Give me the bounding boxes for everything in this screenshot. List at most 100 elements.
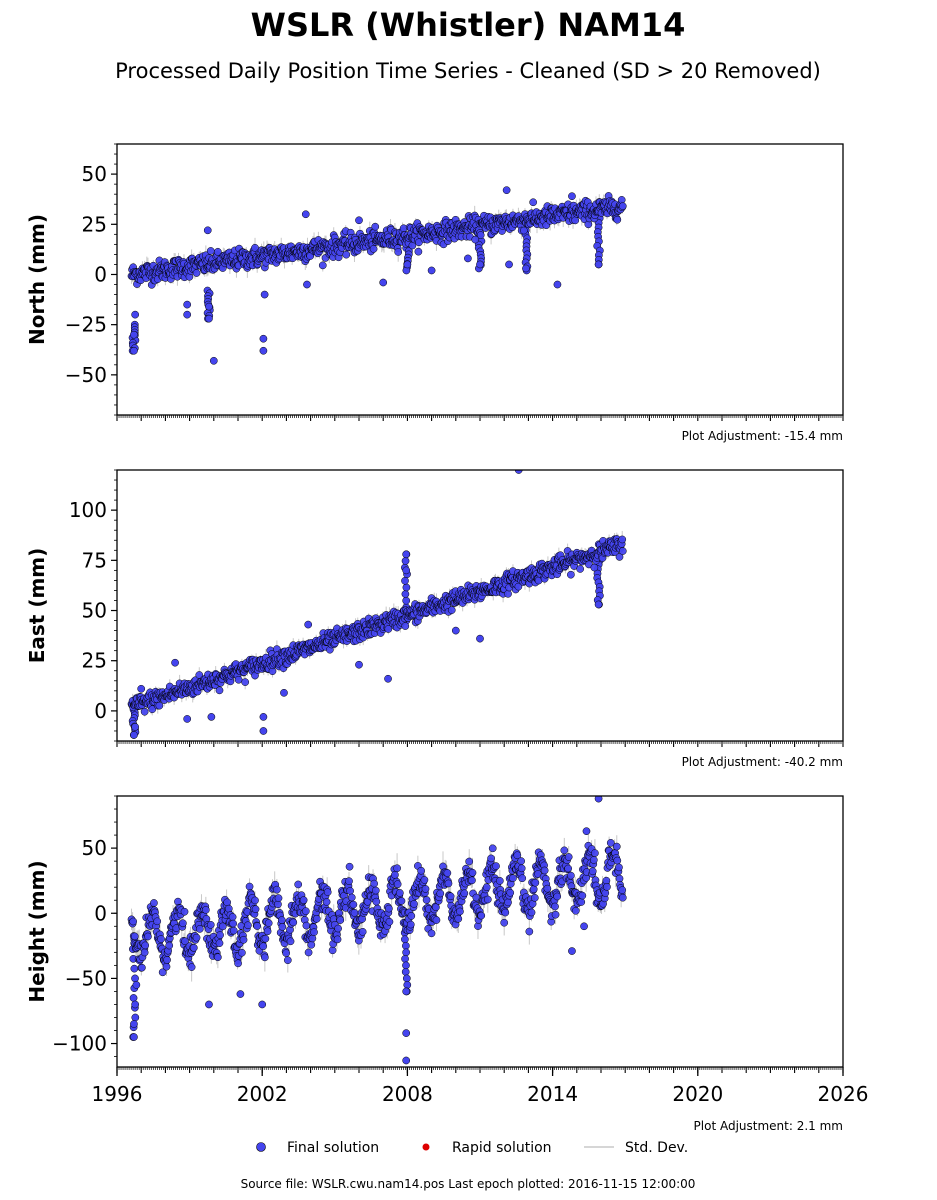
height-spike-point [402, 974, 411, 983]
east-outlier-point [304, 620, 313, 629]
height-data-point [417, 866, 425, 875]
east-data-point [590, 563, 599, 572]
height-data-point [551, 910, 560, 919]
north-data-point [471, 235, 480, 244]
north-data-point [192, 269, 201, 277]
north-ylabel: North (mm) [25, 214, 49, 345]
east-ytick-label: 0 [94, 699, 107, 723]
height-data-point [436, 889, 445, 898]
north-outlier-point [568, 192, 576, 201]
east-spike-point [402, 583, 411, 592]
height-data-point [531, 878, 540, 887]
height-data-point [245, 882, 254, 891]
east-outlier-point [259, 727, 268, 735]
east-outlier-point [384, 674, 392, 683]
height-data-point [282, 949, 291, 957]
height-data-point [283, 956, 292, 965]
height-data-point [588, 867, 597, 876]
north-outlier-point [594, 260, 603, 269]
height-data-point [294, 880, 303, 889]
height-data-point [223, 898, 231, 907]
height-data-point [509, 874, 517, 883]
north-plot-adjustment: Plot Adjustment: -15.4 mm [682, 429, 843, 443]
height-data-point [130, 932, 139, 941]
east-spike-point [401, 590, 410, 598]
height-data-point [391, 871, 399, 879]
height-data-point [273, 885, 281, 894]
north-outlier-point [303, 280, 311, 289]
north-outlier-point [131, 310, 139, 319]
east-outlier-point [402, 550, 411, 559]
north-outlier-point [427, 266, 436, 275]
height-data-point [259, 942, 268, 951]
north-outlier-point [183, 310, 192, 319]
north-data-point [318, 261, 327, 270]
height-data-point [372, 897, 381, 906]
height-data-point [263, 927, 272, 936]
height-data-point [564, 853, 573, 861]
height-data-point [195, 925, 204, 933]
height-data-point [393, 880, 402, 889]
north-data-point [414, 247, 423, 256]
height-data-point [540, 866, 549, 875]
height-data-point [138, 963, 146, 972]
height-data-point [495, 877, 504, 885]
east-spike-point [401, 576, 409, 585]
height-data-point [179, 919, 187, 928]
height-data-point [482, 883, 491, 892]
height-data-point [465, 857, 474, 866]
height-data-point [277, 916, 286, 925]
north-outlier-point [205, 302, 213, 311]
height-data-point [346, 887, 354, 895]
north-outlier-point [301, 210, 310, 219]
height-data-point [218, 922, 227, 931]
height-spike-point [401, 955, 409, 963]
height-data-point [307, 940, 316, 949]
height-data-point [334, 924, 342, 933]
height-spike-point [130, 964, 139, 973]
east-data-point [241, 678, 250, 686]
height-data-point [571, 906, 580, 915]
height-data-point [410, 900, 418, 908]
east-data-point [504, 589, 512, 598]
north-ytick-label: 50 [82, 162, 107, 186]
height-spike-point [403, 981, 412, 989]
height-data-point [239, 935, 248, 944]
east-data-point [140, 707, 149, 716]
height-data-point [299, 896, 308, 904]
height-data-point [144, 932, 152, 941]
height-data-point [189, 943, 198, 952]
height-data-point [421, 885, 430, 893]
height-spike-point [129, 994, 138, 1002]
north-data-point [571, 216, 580, 225]
height-data-point [525, 927, 534, 936]
height-data-point [216, 931, 224, 939]
north-panel: −50 −25 0 25 50 North (mm) Plot Adjustment: -1… [25, 143, 844, 443]
height-data-point [349, 900, 358, 909]
north-axes-frame [116, 143, 844, 416]
height-data-point [187, 963, 196, 971]
chart-subtitle: Processed Daily Position Time Series - C… [115, 59, 821, 83]
east-spike-point [402, 596, 411, 605]
east-data-point [567, 570, 575, 579]
north-data-point [613, 215, 622, 224]
height-data-point [336, 916, 345, 924]
height-data-point [560, 846, 569, 855]
height-data-point [153, 917, 162, 926]
height-data-point [504, 898, 512, 907]
height-data-point [432, 916, 441, 924]
height-data-point [141, 941, 150, 950]
east-plot-adjustment: Plot Adjustment: -40.2 mm [682, 755, 843, 769]
height-data-point [253, 922, 262, 930]
east-outlier-point [355, 660, 363, 669]
height-data-point [422, 896, 431, 904]
north-data-point [206, 247, 215, 255]
north-data-point [618, 202, 627, 210]
north-data-point [342, 250, 351, 259]
height-data-point [371, 886, 380, 895]
height-data-point [543, 884, 552, 893]
height-data-point [229, 919, 238, 928]
height-data-point [518, 874, 527, 883]
height-data-point [477, 911, 486, 920]
north-outlier-point [205, 314, 213, 323]
